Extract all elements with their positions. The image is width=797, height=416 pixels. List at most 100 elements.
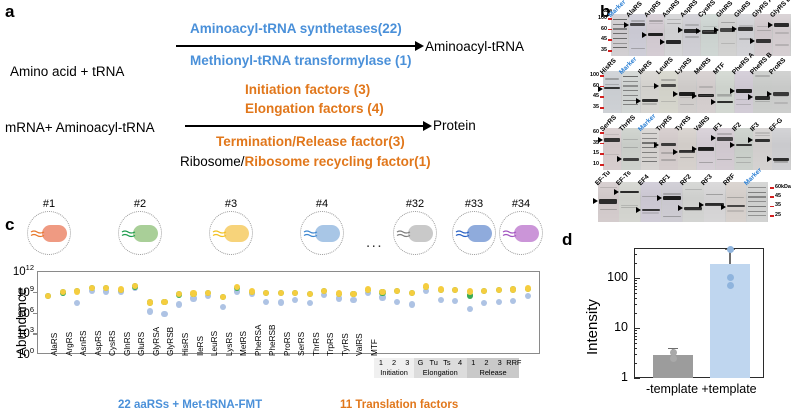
marker-band [612, 28, 627, 30]
reaction1-product: Aminoacyl-tRNA [425, 39, 525, 54]
gel-lane [665, 14, 683, 56]
kda-label: 35 [593, 104, 599, 110]
cell-illustration-2: #2 [118, 198, 162, 255]
flagella-icon [303, 230, 318, 238]
band-pointer-arrow-icon [692, 92, 697, 99]
panel-c-xtick-label: AsnRS [79, 330, 89, 356]
scatter-point [190, 290, 197, 297]
marker-band [623, 80, 639, 82]
faint-band [698, 94, 714, 96]
faint-band [717, 94, 733, 96]
faint-band [623, 138, 639, 141]
kda-tick-mark [599, 153, 604, 155]
band-pointer-arrow-icon [673, 90, 679, 97]
marker-band [642, 147, 657, 149]
cell-body-shape [514, 225, 539, 242]
faint-band [684, 189, 702, 191]
faint-band [604, 153, 620, 155]
scatter-point [466, 292, 473, 299]
reaction1-enzyme-line1: Aminoacyl-tRNA synthetases(22) [190, 21, 402, 36]
scatter-point [263, 289, 270, 296]
scatter-point [481, 300, 488, 307]
error-bar-cap [668, 347, 678, 350]
scatter-point [452, 298, 459, 305]
scatter-point [190, 295, 197, 302]
panel-c-ytick-mark [33, 333, 37, 335]
protein-band [726, 205, 745, 208]
faint-band [717, 133, 733, 135]
protein-band [684, 28, 700, 33]
marker-band [612, 37, 627, 39]
gel-lane [621, 128, 640, 170]
scatter-point [350, 290, 357, 297]
factor-group-initiation: 1 2 3 Initiation [374, 358, 414, 378]
faint-band [620, 206, 638, 208]
factor-item: 3 [497, 358, 502, 367]
faint-band [736, 157, 751, 159]
panel-a-letter: a [5, 2, 15, 21]
marker-band [748, 196, 766, 198]
panel-c-ytick-label: 100 [17, 346, 34, 361]
scatter-point [452, 286, 459, 294]
panel-c-xtick-label: PheRSB [268, 324, 278, 356]
band-pointer-arrow-icon [678, 205, 683, 212]
panel-c-xtick-label: AlaRS [50, 332, 60, 356]
gel-lane [659, 128, 678, 170]
faint-band [630, 20, 645, 22]
faint-band [754, 132, 770, 134]
band-pointer-arrow-icon [710, 135, 716, 142]
faint-band [717, 159, 733, 161]
panel-c-ytick-label: 103 [17, 325, 34, 341]
scatter-point [364, 289, 372, 296]
gel-lane [773, 14, 791, 56]
faint-band [599, 186, 617, 188]
marker-band [612, 47, 627, 49]
panel-c-xtick-label: IleRS [195, 335, 205, 356]
protein-band [702, 29, 718, 34]
factor-item: 3 [405, 358, 410, 367]
panel-c-ytick-mark [33, 312, 37, 314]
band-pointer-arrow-icon [729, 88, 735, 95]
faint-band [774, 44, 789, 46]
band-pointer-arrow-icon [720, 203, 726, 210]
factor-group-elongation: G Tu Ts 4 Elongation [413, 358, 467, 378]
gel-lane [619, 182, 640, 222]
marker-band [642, 151, 657, 153]
scatter-point [408, 289, 415, 296]
faint-band [642, 196, 660, 198]
scatter-point [379, 294, 386, 301]
cell-illustration-4: #4 [300, 198, 344, 255]
protein-band [623, 157, 639, 161]
faint-band [705, 194, 723, 196]
faint-band [630, 47, 645, 49]
scatter-point [59, 289, 66, 296]
marker-band [748, 215, 766, 217]
scatter-point [466, 305, 473, 312]
cell-illustration-3: #3 [209, 198, 253, 255]
scatter-point [234, 284, 241, 291]
scatter-point [306, 300, 313, 307]
marker-band [748, 187, 766, 189]
kda-tick-mark [607, 18, 612, 20]
reaction1-enzyme-line2: Methionyl-tRNA transformylase (1) [190, 53, 412, 68]
bar-no-template [653, 355, 693, 378]
faint-band [684, 36, 699, 38]
protein-band [717, 136, 733, 142]
factor-group-items: G Tu Ts 4 [414, 358, 467, 368]
factor-item: 2 [484, 358, 489, 367]
marker-band [642, 161, 657, 163]
cell-membrane-circle [499, 211, 543, 255]
reaction1-arrow-shaft [176, 45, 417, 47]
gel-lane [683, 182, 704, 222]
panel-b-gels: kDa Marker AlaRS ArgRS AsnRS AspRS CysRS GlnRS G… [590, 0, 797, 228]
gel-lane [719, 14, 737, 56]
band-pointer-arrow-icon [660, 38, 665, 45]
gel-lane [678, 71, 697, 113]
factor-item: 1 [378, 358, 383, 367]
band-pointer-arrow-icon [656, 194, 662, 201]
panel-c-xtick-label: ArgRS [64, 331, 74, 356]
flagella-icon [396, 230, 411, 238]
kda-tick-mark [599, 142, 604, 145]
panel-d-minor-tick [634, 282, 638, 284]
panel-d-minor-tick [634, 289, 638, 291]
